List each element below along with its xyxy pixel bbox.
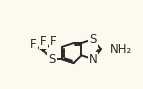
Text: F: F: [30, 38, 37, 51]
Text: S: S: [89, 33, 97, 46]
Text: NH₂: NH₂: [110, 43, 132, 56]
Text: N: N: [89, 53, 97, 66]
Text: S: S: [48, 53, 56, 66]
Text: F: F: [40, 35, 47, 48]
Text: F: F: [50, 35, 57, 48]
